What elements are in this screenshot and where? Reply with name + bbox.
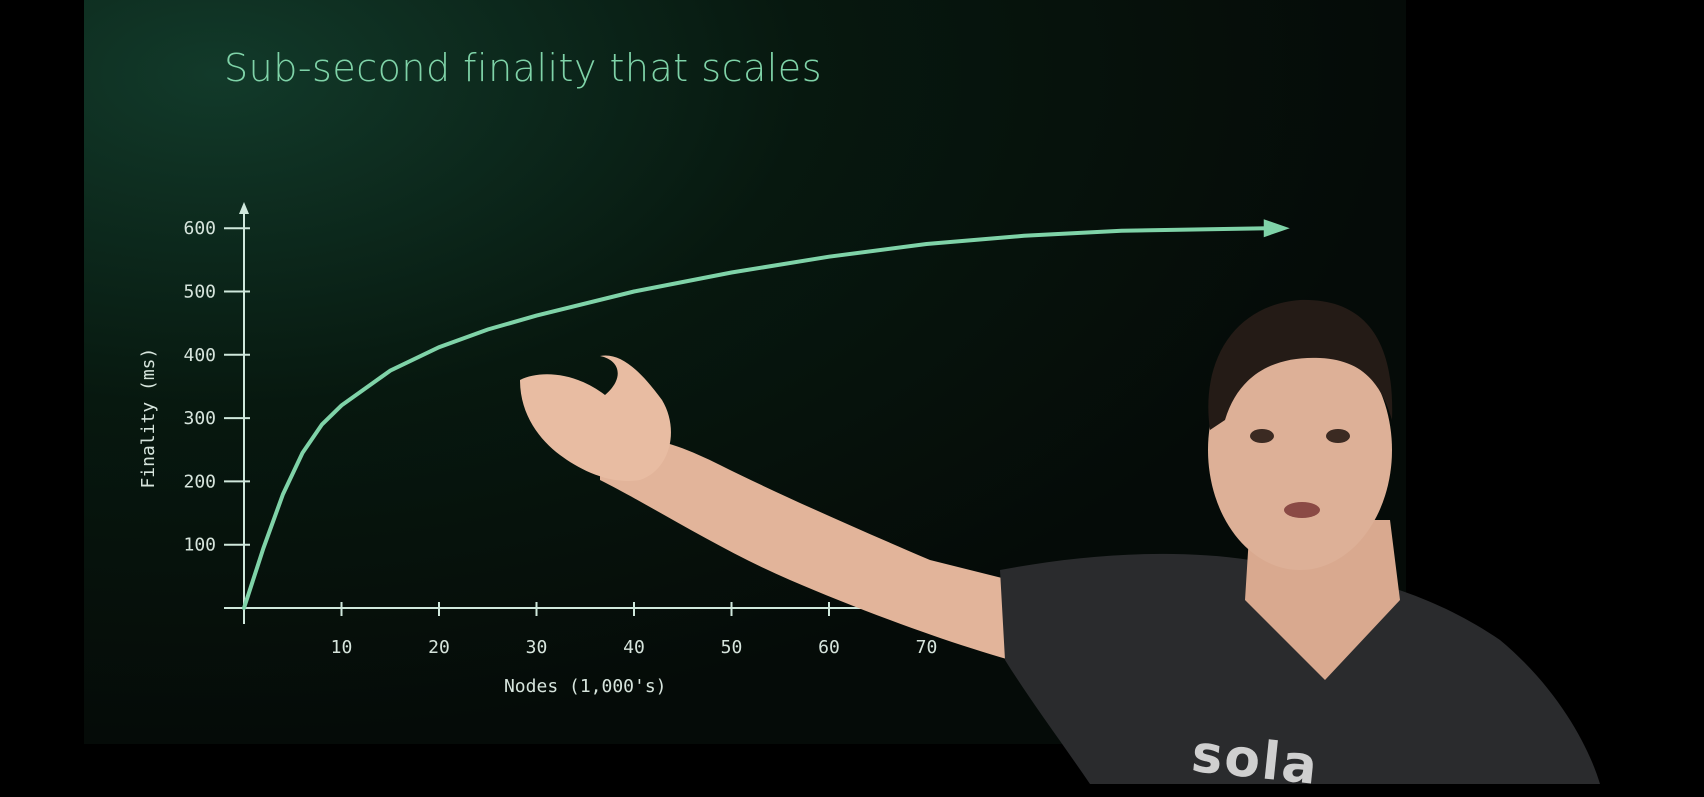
x-tick-label: 30 [526,637,548,658]
x-tick-label: 20 [428,637,450,658]
y-tick-label: 100 [183,535,216,556]
y-axis-title: Finality (ms) [138,348,159,489]
x-axis-title: Nodes (1,000's) [504,676,667,697]
series-arrow-head [1263,219,1290,238]
presenter-arm [600,436,1010,660]
finality-series-line [242,226,1270,610]
finality-chart: 10 20 30 40 50 60 70 100 200 300 400 500 600 Nodes … [138,202,1290,697]
y-tick-label: 500 [183,282,216,303]
slide-title: Sub-second finality that scales [224,46,822,90]
presenter-hair [1208,299,1393,430]
x-tick-label: 70 [916,637,938,658]
x-tick-label: 40 [623,637,645,658]
shirt-logo-text: sola [1188,724,1322,797]
presenter-left-eye [1250,429,1274,443]
y-tick-label: 300 [183,408,216,429]
presenter-right-eye [1326,429,1350,443]
slide: Sub-second finality that scales 10 20 30 40… [84,0,1406,744]
presenter-shirt [1000,553,1600,784]
x-tick-label: 10 [331,637,353,658]
y-axis-arrow [239,202,249,214]
presenter-hand [520,355,671,481]
presenter-head [1208,330,1392,570]
x-tick-label: 60 [818,637,840,658]
y-tick-label: 200 [183,471,216,492]
presenter-mouth [1284,502,1320,518]
x-tick-label: 50 [721,637,743,658]
y-tick-label: 600 [183,218,216,239]
y-tick-label: 400 [183,345,216,366]
